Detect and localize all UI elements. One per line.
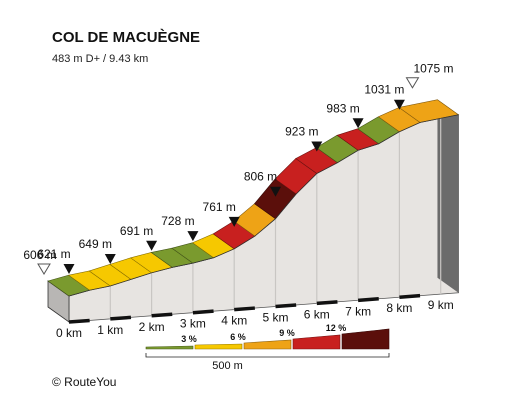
scale-label: 500 m (212, 360, 243, 372)
km-elevation-marker (311, 141, 323, 152)
km-elevation-label: 691 m (120, 224, 153, 238)
grade-swatch (145, 345, 194, 350)
grade-threshold-label: 3 % (181, 334, 197, 344)
grade-threshold-label: 9 % (279, 328, 295, 338)
profile-markers: 606 m 1075 m 621 m 649 m 691 m 728 m 761 m 806 … (23, 62, 453, 275)
km-elevation-label: 728 m (161, 214, 194, 228)
start-marker (37, 263, 51, 275)
km-scale-bar (68, 318, 90, 324)
chart-subtitle: 483 m D+ / 9.43 km (52, 53, 148, 65)
x-axis: 0 km 1 km 2 km 3 km 4 km 5 km 6 km 7 km 8 km 9 km (56, 293, 454, 340)
km-elevation-label: 983 m (326, 101, 359, 115)
profile-segment-17 (398, 99, 460, 123)
km-elevation-marker (187, 231, 199, 242)
km-elevation-marker (393, 99, 405, 110)
km-elevation-marker (146, 240, 158, 251)
grade-swatch (243, 339, 292, 350)
km-scale-bar (357, 297, 379, 303)
x-tick-label: 6 km (304, 307, 330, 321)
grade-threshold-label: 6 % (230, 332, 246, 342)
copyright-text: © RouteYou (52, 375, 116, 389)
grade-swatch (194, 343, 243, 350)
grade-swatch (341, 328, 390, 350)
chart-title: COL DE MACUÈGNE (52, 29, 200, 46)
km-elevation-marker (63, 264, 75, 274)
km-scale-bar (234, 306, 255, 312)
km-scale-bar (110, 315, 132, 321)
km-elevation-label: 1031 m (364, 83, 404, 97)
x-tick-label: 8 km (386, 301, 412, 315)
km-elevation-label: 649 m (79, 237, 112, 251)
profile-edge (68, 114, 459, 297)
km-elevation-label: 923 m (285, 124, 318, 138)
km-scale-bar (316, 300, 338, 306)
km-elevation-label: 806 m (244, 170, 277, 184)
profile-body (47, 99, 459, 323)
x-tick-label: 9 km (428, 298, 454, 312)
km-scale-bar (151, 312, 173, 318)
x-tick-label: 2 km (139, 320, 165, 334)
start-elevation-label: 606 m (23, 248, 56, 262)
km-elevation-marker (352, 118, 364, 129)
scale-bracket (145, 353, 390, 358)
grade-swatch (292, 334, 341, 350)
km-scale-bar (275, 303, 297, 309)
km-scale-bar (399, 293, 421, 299)
km-elevation-marker (104, 253, 116, 264)
x-tick-label: 7 km (345, 304, 371, 318)
km-elevation-label: 621 m (37, 247, 70, 261)
x-tick-label: 4 km (221, 314, 247, 328)
grade-legend: 3 % 6 % 9 % 12 % 500 m (145, 323, 390, 372)
x-tick-label: 0 km (56, 326, 82, 340)
x-tick-label: 3 km (180, 317, 206, 331)
km-elevation-label: 761 m (203, 200, 236, 214)
profile-right-side (437, 99, 459, 293)
profile-surface (47, 99, 460, 297)
summit-marker (405, 77, 420, 89)
km-elevation-marker (228, 216, 240, 227)
grade-threshold-label: 12 % (326, 323, 347, 333)
x-tick-label: 1 km (97, 323, 123, 337)
km-elevation-marker (270, 186, 281, 197)
km-scale-bar (192, 309, 214, 315)
x-tick-label: 5 km (262, 311, 288, 325)
summit-elevation-label: 1075 m (413, 62, 453, 76)
